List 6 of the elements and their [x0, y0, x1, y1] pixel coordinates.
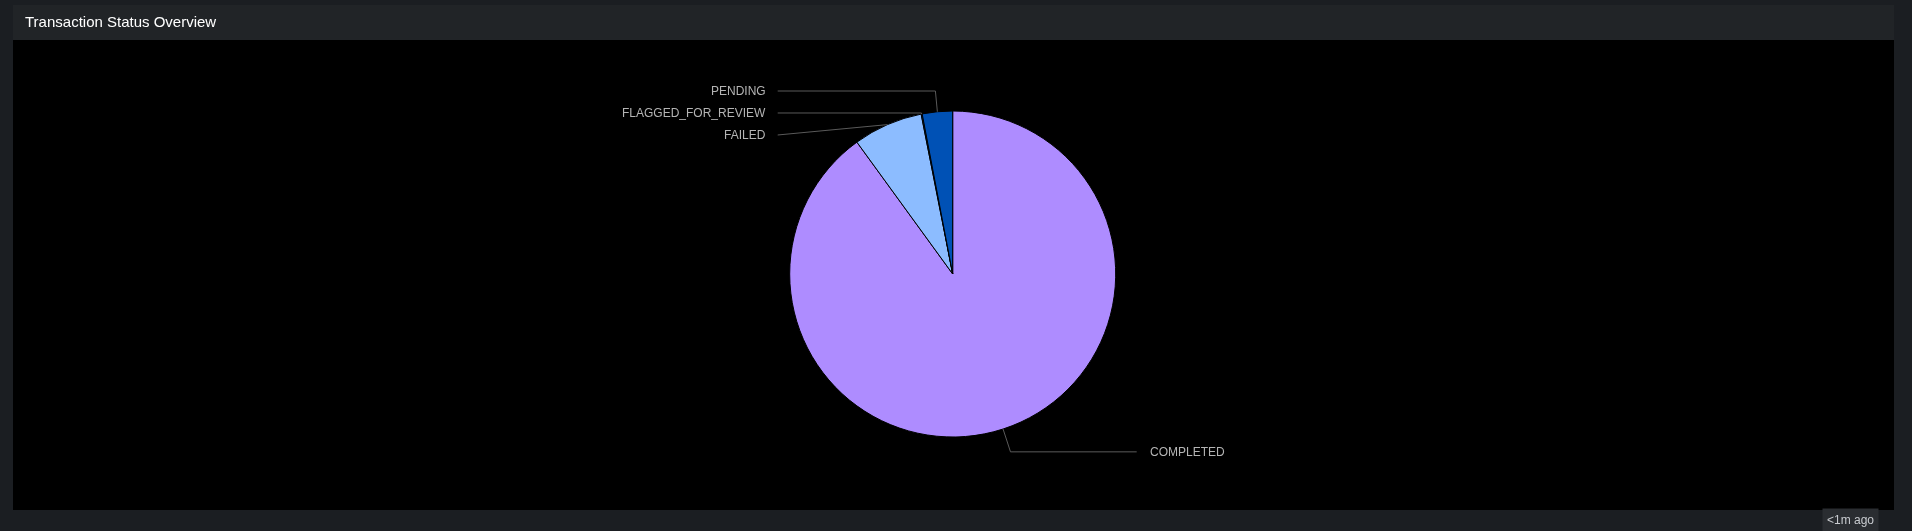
text: <1m ago	[1827, 513, 1875, 527]
slice-label: FLAGGED_FOR_REVIEW	[622, 106, 767, 120]
slice-label: COMPLETED	[1150, 445, 1226, 459]
text: Transaction Status Overview	[25, 13, 217, 31]
slice-label: FAILED	[724, 128, 766, 142]
slice-label: PENDING	[711, 84, 766, 98]
